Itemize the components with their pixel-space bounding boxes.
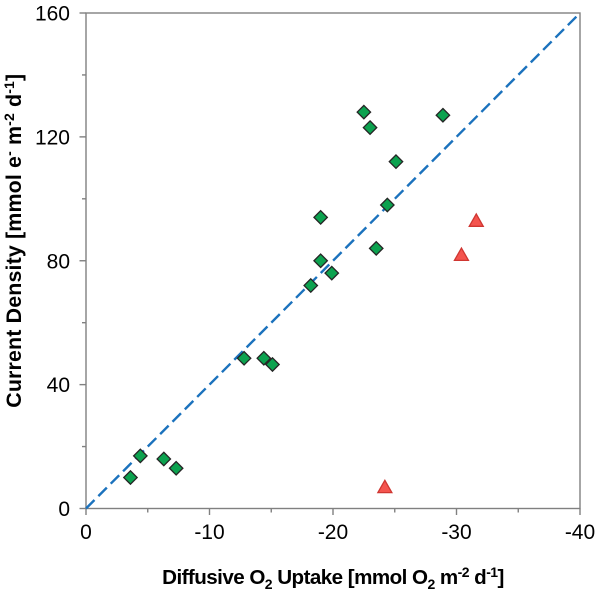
data-point-triangle — [468, 212, 485, 227]
x-axis: 0 -10 -20 -30 -40 — [80, 508, 595, 544]
x-tick-label: -40 — [565, 521, 595, 544]
sup-text: -2 — [1, 113, 17, 126]
series-green-diamonds — [122, 104, 451, 486]
title-text: ] — [2, 74, 26, 81]
title-text: ] — [498, 566, 504, 589]
series-red-triangles — [376, 212, 485, 494]
data-point-diamond — [362, 119, 378, 136]
y-tick-label: 80 — [47, 250, 70, 273]
sub-text: 2 — [427, 576, 435, 592]
y-tick-label: 40 — [47, 374, 70, 397]
data-point-diamond — [313, 253, 329, 269]
data-point-diamond — [379, 197, 395, 213]
y-axis-title: Current Density [mmol e-​ m-2​ d-1​] — [1, 74, 26, 408]
data-point-diamond — [264, 356, 281, 373]
data-point-diamond — [132, 448, 148, 464]
x-tick-label: -30 — [441, 521, 471, 544]
title-text: d — [2, 94, 26, 113]
data-point-diamond — [256, 350, 272, 366]
title-text: Diffusive O — [162, 566, 265, 589]
data-point-diamond — [356, 104, 372, 120]
data-point-diamond — [324, 265, 340, 281]
data-point-triangle — [453, 246, 470, 262]
y-axis: 0 40 80 120 160 — [35, 3, 86, 521]
x-tick-label: 0 — [80, 521, 92, 544]
x-tick-label: -20 — [318, 521, 348, 544]
data-point-diamond — [313, 209, 329, 226]
sup-text: - — [1, 151, 17, 156]
x-tick-label: -10 — [194, 521, 224, 544]
data-point-diamond — [156, 451, 172, 467]
title-text: Current Density [mmol e — [2, 156, 26, 408]
data-point-triangle — [376, 479, 393, 494]
y-tick-label: 160 — [35, 3, 70, 26]
data-point-diamond — [122, 469, 139, 486]
sup-text: -1 — [486, 564, 498, 580]
sup-text: -1 — [1, 81, 17, 94]
title-text: d — [469, 566, 486, 589]
reference-line — [85, 12, 581, 510]
x-axis-title: Diffusive O2​ Uptake [mmol O2​ m-2​ d-1​… — [162, 564, 504, 592]
data-point-diamond — [435, 107, 451, 123]
data-point-diamond — [303, 277, 319, 294]
data-point-diamond — [388, 154, 404, 170]
title-text: m — [435, 566, 458, 589]
y-tick-label: 120 — [35, 126, 70, 149]
data-point-diamond — [168, 460, 184, 476]
y-tick-label: 0 — [58, 498, 70, 521]
sup-text: -2 — [458, 564, 470, 580]
title-text: Uptake [mmol O — [272, 566, 428, 589]
title-text: m — [2, 126, 26, 151]
data-point-diamond — [368, 240, 384, 256]
data-point-diamond — [236, 350, 252, 366]
sub-text: 2 — [265, 576, 273, 592]
